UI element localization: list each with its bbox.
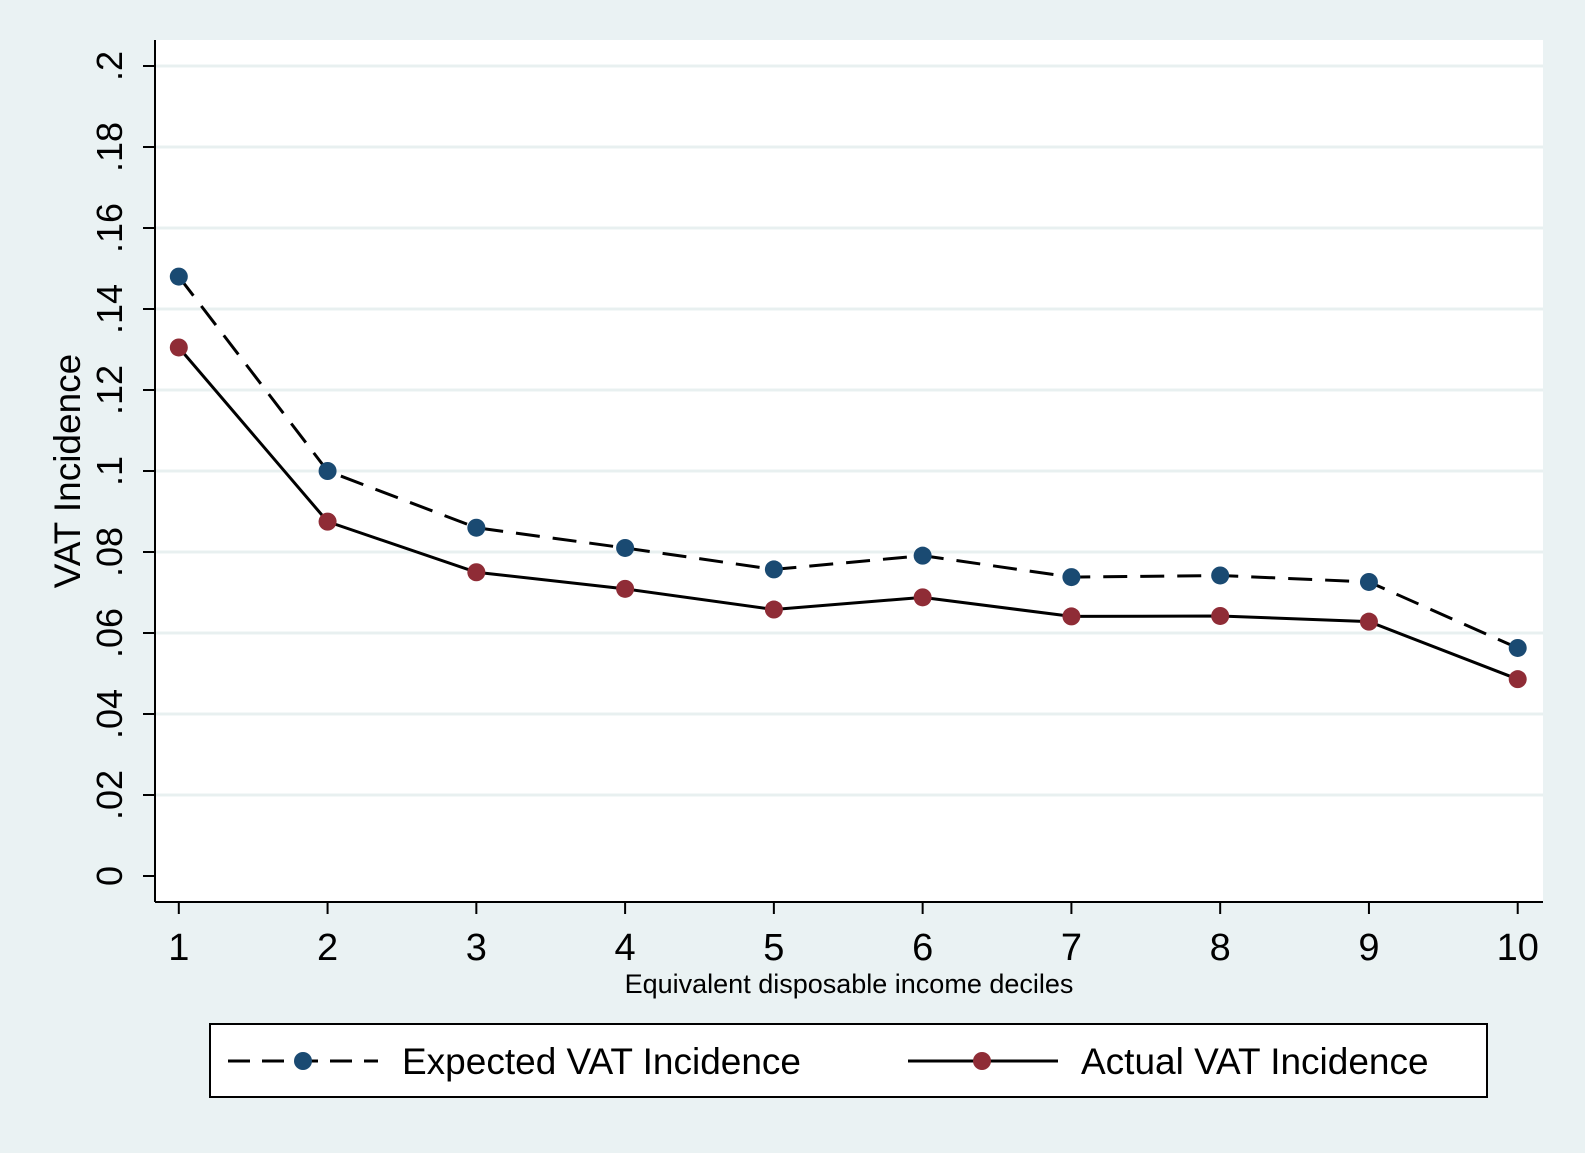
legend-box — [209, 1023, 1488, 1098]
legend-actual-label: Actual VAT Incidence — [1081, 1041, 1429, 1082]
y-axis-ticks: 0 .02 .04 .06 .08 .1 .12 .14 .16 .18 .2 — [89, 51, 155, 886]
y-tick-label: .08 — [89, 527, 130, 577]
series-0-point — [616, 538, 635, 557]
y-tick-label: .14 — [89, 284, 130, 334]
gridlines — [156, 64, 1543, 797]
y-tick-label: 0 — [89, 866, 130, 886]
x-axis-ticks: 1 2 3 4 5 6 7 8 9 10 — [168, 902, 1539, 969]
y-tick-label: .16 — [89, 203, 130, 253]
x-tick-label: 2 — [317, 927, 338, 969]
series-1-point — [1359, 612, 1378, 631]
x-tick-label: 5 — [763, 927, 784, 969]
series-0-point — [169, 267, 188, 286]
series-0-point — [1359, 572, 1378, 591]
series-0-point — [1508, 638, 1527, 657]
x-tick-label: 10 — [1497, 927, 1539, 969]
series-1-point — [1062, 607, 1081, 626]
series-0-point — [764, 560, 783, 579]
series-0-point — [318, 462, 337, 480]
series-0-point — [1211, 566, 1230, 585]
x-tick-label: 9 — [1358, 927, 1379, 969]
legend-actual-marker — [973, 1052, 991, 1070]
series-0-point — [467, 518, 486, 537]
series-0-point — [1062, 568, 1081, 587]
y-tick-label: .1 — [89, 456, 130, 486]
y-tick-label: .04 — [89, 689, 130, 739]
series-1-point — [1211, 606, 1230, 625]
x-tick-label: 8 — [1210, 927, 1231, 969]
x-tick-label: 1 — [168, 927, 189, 969]
y-tick-label: .02 — [89, 770, 130, 820]
legend: Expected VAT Incidence Actual VAT Incide… — [209, 1023, 1488, 1098]
y-tick-label: .12 — [89, 365, 130, 415]
series-1-point — [764, 600, 783, 619]
y-tick-label: .06 — [89, 608, 130, 658]
x-tick-label: 6 — [912, 927, 933, 969]
legend-expected-label: Expected VAT Incidence — [402, 1041, 801, 1082]
x-tick-label: 4 — [615, 927, 636, 969]
series-1-point — [318, 512, 337, 531]
series-1-point — [169, 338, 188, 357]
series-1-point — [616, 579, 635, 598]
series-line-1 — [177, 346, 1519, 681]
series-0-point — [913, 546, 932, 565]
series-1-point — [913, 588, 932, 607]
legend-expected-marker — [294, 1052, 312, 1070]
series-1-point — [1508, 670, 1527, 689]
y-tick-label: .2 — [89, 51, 130, 81]
y-tick-label: .18 — [89, 122, 130, 172]
x-tick-label: 7 — [1061, 927, 1082, 969]
x-tick-label: 3 — [466, 927, 487, 969]
y-axis-title: VAT Incidence — [47, 354, 88, 588]
x-axis-title: Equivalent disposable income deciles — [625, 969, 1074, 999]
series-1-point — [467, 563, 486, 582]
series-lines — [169, 267, 1527, 689]
series-line-0 — [177, 275, 1519, 650]
